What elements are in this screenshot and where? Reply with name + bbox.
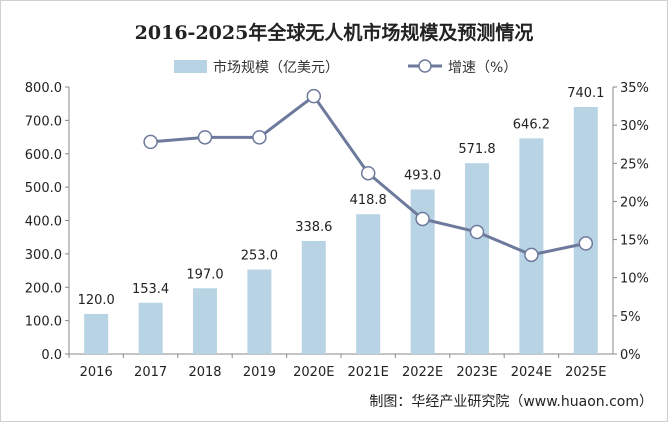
bar-label: 197.0 xyxy=(186,267,223,282)
right-tick-label: 35% xyxy=(620,81,649,96)
x-tick-label: 2022E xyxy=(402,365,443,380)
bar-label: 493.0 xyxy=(404,168,441,183)
x-tick-label: 2019 xyxy=(243,365,276,380)
growth-point xyxy=(469,224,485,240)
right-tick-label: 15% xyxy=(620,234,649,249)
x-tick-label: 2021E xyxy=(348,365,389,380)
bar-label: 571.8 xyxy=(458,142,495,157)
x-tick-label: 2023E xyxy=(456,365,497,380)
right-tick-label: 20% xyxy=(620,195,649,210)
left-tick-label: 0.0 xyxy=(41,348,62,363)
growth-point xyxy=(143,134,158,150)
x-tick-label: 2024E xyxy=(511,365,552,380)
legend-line-label: 增速（%） xyxy=(448,60,517,76)
bar-label: 646.2 xyxy=(513,117,550,132)
bar xyxy=(247,269,272,354)
bar-label: 120.0 xyxy=(78,293,115,308)
legend: 市场规模（亿美元） 增速（%） xyxy=(174,59,517,76)
bar xyxy=(573,106,598,354)
left-tick-label: 400.0 xyxy=(25,215,62,230)
legend-bar-label: 市场规模（亿美元） xyxy=(213,59,339,76)
left-tick-label: 800.0 xyxy=(25,81,62,96)
bar xyxy=(138,302,163,354)
right-tick-label: 0% xyxy=(620,348,641,363)
bar xyxy=(465,163,489,354)
left-tick-label: 600.0 xyxy=(25,148,62,163)
legend-line-marker xyxy=(418,59,432,73)
bar-label: 153.4 xyxy=(132,282,169,297)
growth-point xyxy=(197,130,213,145)
left-tick-label: 100.0 xyxy=(25,315,62,330)
bar xyxy=(356,214,381,354)
bar xyxy=(519,138,544,354)
x-tick-label: 2017 xyxy=(134,365,167,380)
bar-label: 338.6 xyxy=(295,220,332,235)
bar xyxy=(301,240,326,354)
growth-point xyxy=(578,236,594,251)
x-tick-label: 2025E xyxy=(565,365,606,380)
chart-title: 2016-2025年全球无人机市场规模及预测情况 xyxy=(135,21,534,44)
growth-point xyxy=(360,165,376,181)
right-tick-label: 10% xyxy=(620,272,649,287)
growth-point xyxy=(306,88,322,104)
bar-label: 740.1 xyxy=(567,86,604,101)
left-tick-label: 300.0 xyxy=(25,248,62,263)
right-tick-label: 30% xyxy=(620,119,649,134)
left-tick-label: 500.0 xyxy=(25,181,62,196)
left-tick-label: 700.0 xyxy=(25,114,62,129)
legend-bar-swatch xyxy=(174,60,207,73)
bar-label: 253.0 xyxy=(241,249,278,264)
bar xyxy=(84,313,109,354)
x-tick-label: 2020E xyxy=(293,365,334,380)
right-tick-label: 5% xyxy=(620,310,641,325)
bar xyxy=(193,288,217,354)
x-tick-label: 2016 xyxy=(80,365,113,380)
right-tick-label: 25% xyxy=(620,157,649,172)
source-note: 制图：华经产业研究院（www.huaon.com） xyxy=(369,394,653,410)
bar-label: 418.8 xyxy=(350,193,387,208)
growth-point xyxy=(415,211,430,227)
left-tick-label: 200.0 xyxy=(25,281,62,296)
x-tick-label: 2018 xyxy=(188,365,221,380)
growth-point xyxy=(252,130,267,145)
growth-point xyxy=(524,247,539,263)
